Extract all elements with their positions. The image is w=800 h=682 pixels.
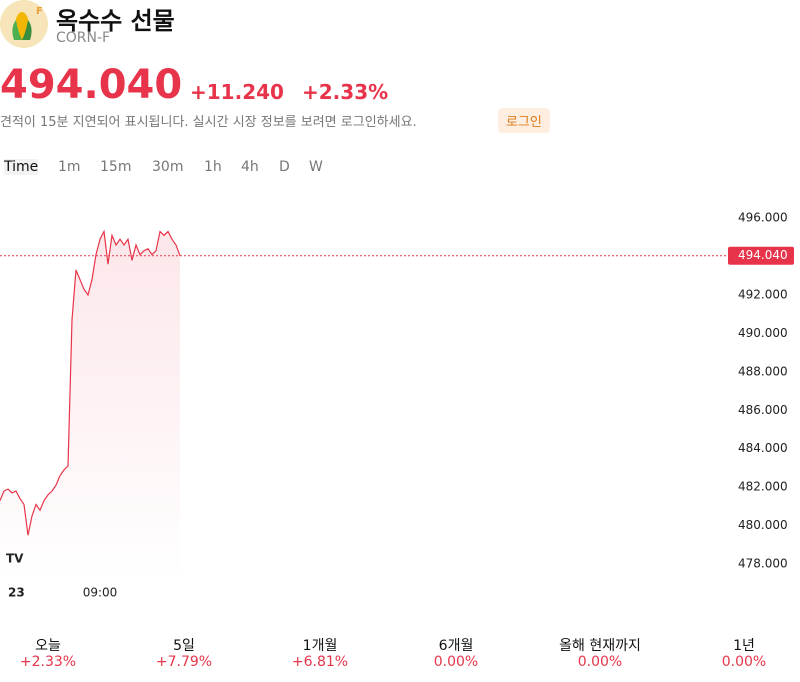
x-tick-label: 09:00	[83, 586, 118, 600]
y-tick-label: 492.000	[738, 287, 788, 301]
login-button[interactable]: 로그인	[498, 108, 550, 133]
change-pct: +2.33%	[302, 80, 389, 104]
icon-badge: F	[36, 6, 43, 17]
period-label[interactable]: 1년	[733, 638, 755, 654]
area	[0, 231, 180, 580]
x-tick-label: 23	[8, 586, 25, 600]
interval-button[interactable]: 15m	[100, 159, 132, 175]
period-change: 0.00%	[433, 654, 479, 670]
y-tick-label: 490.000	[738, 326, 788, 340]
chart: TV 478.000480.000482.000484.000486.00048…	[0, 211, 794, 600]
y-tick-label: 496.000	[738, 211, 788, 225]
y-tick-label: 486.000	[738, 403, 788, 417]
interval-button[interactable]: 1h	[204, 159, 222, 175]
corn-icon: F	[0, 0, 48, 48]
notice: 견적이 15분 지연되어 표시됩니다. 실시간 시장 정보를 보려면 로그인하세…	[0, 115, 417, 130]
price: 494.040	[0, 62, 183, 108]
interval-button[interactable]: W	[309, 159, 323, 175]
period-change: +6.81%	[291, 654, 349, 670]
price-line	[0, 229, 181, 536]
interval-button[interactable]: 30m	[152, 159, 184, 175]
y-tick-label: 488.000	[738, 364, 788, 378]
period-label[interactable]: 1개월	[302, 638, 338, 654]
interval-button[interactable]: 4h	[241, 159, 259, 175]
y-tick-label: 480.000	[738, 518, 788, 532]
period-change: +7.79%	[155, 654, 213, 670]
period-label[interactable]: 오늘	[35, 638, 61, 654]
period-change: 0.00%	[721, 654, 767, 670]
title: 옥수수 선물	[56, 7, 175, 35]
period-change: +2.33%	[19, 654, 77, 670]
interval-button[interactable]: D	[279, 159, 290, 175]
period-change: 0.00%	[577, 654, 623, 670]
y-tick-label: 482.000	[738, 480, 788, 494]
last-price-tag	[728, 246, 794, 265]
period-label[interactable]: 5일	[173, 638, 195, 654]
period-label[interactable]: 올해 현재까지	[559, 638, 641, 654]
symbol: CORN-F	[56, 30, 111, 46]
y-tick-label: 484.000	[738, 441, 788, 455]
last-price-label: 494.040	[738, 248, 788, 262]
interval-button[interactable]: Time	[4, 159, 39, 175]
interval-button[interactable]: 1m	[58, 159, 81, 175]
change: +11.240	[190, 80, 284, 104]
y-tick-label: 478.000	[738, 557, 788, 571]
period-label[interactable]: 6개월	[438, 638, 474, 654]
